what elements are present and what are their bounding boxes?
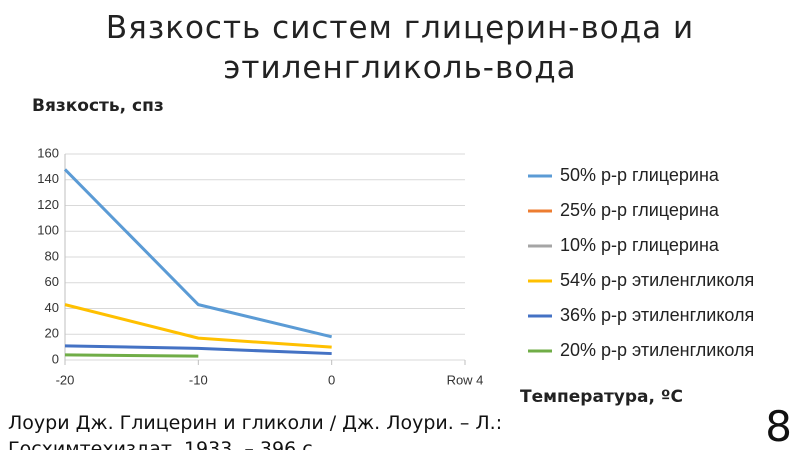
y-tick-label: 60 <box>45 274 59 289</box>
series-line <box>64 344 332 356</box>
series-line <box>64 353 199 358</box>
legend-label: 20% р-р этиленгликоля <box>560 340 754 360</box>
x-axis-title: Температура, ºС <box>520 387 683 407</box>
y-axis-title: Вязкость, спз <box>32 96 164 116</box>
x-tick-label: 0 <box>328 372 335 387</box>
y-tick-label: 160 <box>37 145 59 160</box>
series-line <box>63 168 333 339</box>
x-tick-label: Row 4 <box>447 372 484 387</box>
y-tick-label: 140 <box>37 171 59 186</box>
y-tick-label: 120 <box>37 197 59 212</box>
x-tick-label: -20 <box>56 372 75 387</box>
y-tick-label: 40 <box>45 300 59 315</box>
legend-label: 10% р-р глицерина <box>560 235 720 255</box>
y-tick-label: 20 <box>45 326 59 341</box>
source-citation: Лоури Дж. Глицерин и гликоли / Дж. Лоури… <box>8 412 503 450</box>
x-tick-label: -10 <box>189 372 208 387</box>
page-number: 8 <box>765 402 792 451</box>
legend-label: 50% р-р глицерина <box>560 165 720 185</box>
y-tick-label: 80 <box>45 248 59 263</box>
legend-label: 36% р-р этиленгликоля <box>560 305 754 325</box>
legend-label: 25% р-р глицерина <box>560 200 720 220</box>
y-tick-label: 100 <box>37 223 59 238</box>
slide-title: Вязкость систем глицерин-вода и этиленгл… <box>105 10 695 86</box>
y-tick-label: 0 <box>52 351 59 366</box>
legend-label: 54% р-р этиленгликоля <box>560 270 754 290</box>
series-line <box>64 303 332 349</box>
